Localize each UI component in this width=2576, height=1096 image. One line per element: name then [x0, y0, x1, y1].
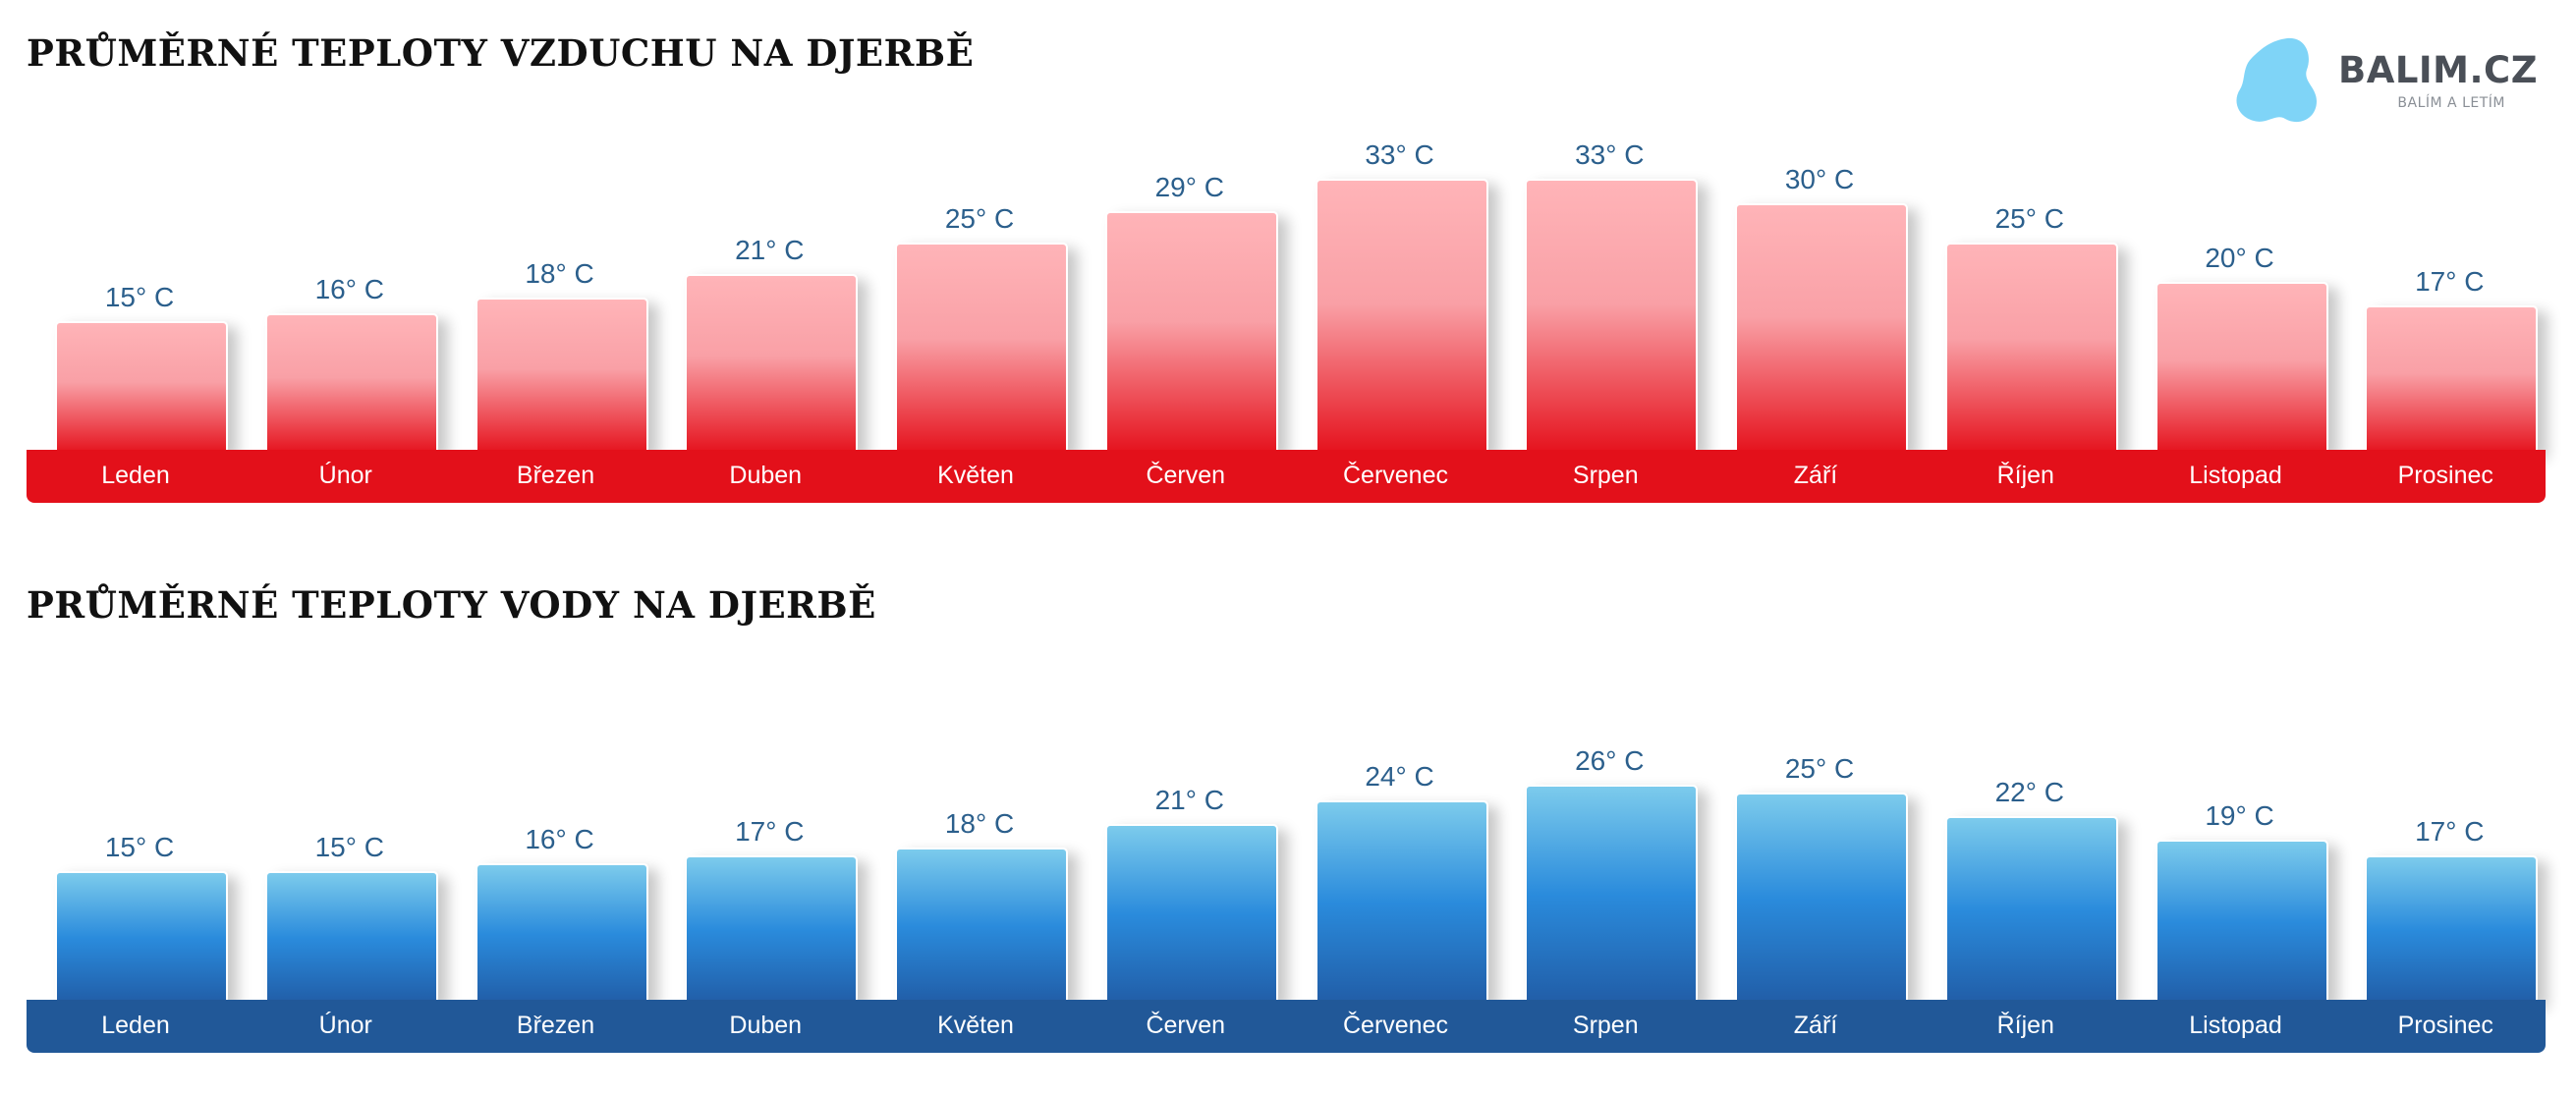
logo-name: BALIM.CZ	[2338, 49, 2539, 91]
water-month-label: Březen	[516, 1012, 595, 1039]
air-value-label: 25° C	[944, 202, 1015, 234]
air-bar-3	[475, 298, 648, 454]
water-bar-8	[1525, 784, 1699, 1004]
water-bar-7	[1315, 799, 1488, 1004]
air-value-label: 17° C	[2415, 266, 2485, 298]
water-value-label: 15° C	[104, 832, 175, 863]
water-bar-10	[1944, 815, 2118, 1004]
water-bar-5	[895, 848, 1068, 1004]
air-temperature-title: PRŮMĚRNÉ TEPLOTY VZDUCHU NA DJERBĚ	[27, 31, 975, 75]
air-bar-6	[1104, 210, 1278, 454]
water-month-label: Únor	[318, 1012, 372, 1039]
air-bar-2	[264, 313, 438, 454]
air-bar-10	[1944, 242, 2118, 454]
blob-logo-icon	[2236, 37, 2317, 123]
water-month-label: Říjen	[1996, 1012, 2054, 1039]
air-month-label: Prosinec	[2397, 462, 2493, 489]
air-value-label: 33° C	[1575, 139, 1645, 171]
water-month-axis	[27, 1000, 2546, 1053]
logo-tagline: BALÍM A LETÍM	[2397, 95, 2505, 111]
water-bar-4	[685, 855, 859, 1004]
water-value-label: 22° C	[1994, 776, 2064, 807]
air-month-label: Květen	[937, 462, 1014, 489]
water-month-label: Červen	[1146, 1012, 1226, 1039]
water-value-label: 16° C	[525, 824, 594, 855]
water-value-label: 17° C	[2415, 816, 2485, 848]
air-month-label: Červenec	[1343, 462, 1448, 489]
balim-logo[interactable]: BALIM.CZ BALÍM A LETÍM	[2230, 34, 2545, 133]
air-month-label: Březen	[516, 462, 595, 489]
air-value-label: 30° C	[1784, 163, 1855, 194]
water-bar-1	[55, 871, 228, 1004]
water-month-label: Duben	[729, 1012, 803, 1039]
air-month-axis	[27, 450, 2546, 503]
water-month-label: Prosinec	[2397, 1012, 2493, 1039]
water-value-label: 18° C	[944, 808, 1015, 840]
air-month-label: Listopad	[2189, 462, 2282, 489]
air-temperature-chart: 15° C Leden 16° C Únor 18° C Březen 21° C Duben…	[0, 137, 2576, 511]
air-value-label: 21° C	[735, 234, 805, 265]
air-bar-1	[55, 321, 228, 454]
air-value-label: 15° C	[104, 282, 175, 313]
water-bar-6	[1104, 823, 1278, 1004]
water-value-label: 24° C	[1365, 760, 1434, 792]
water-value-label: 25° C	[1784, 752, 1855, 784]
air-bar-8	[1525, 179, 1699, 454]
water-temperature-chart: 15° C Leden 15° C Únor 16° C Březen 17° C Duben…	[0, 687, 2576, 1061]
air-month-label: Duben	[729, 462, 803, 489]
water-month-label: Červenec	[1343, 1012, 1448, 1039]
water-month-label: Listopad	[2189, 1012, 2282, 1039]
air-month-label: Červen	[1146, 462, 1226, 489]
air-bar-9	[1735, 202, 1908, 454]
water-month-label: Květen	[937, 1012, 1014, 1039]
air-month-label: Říjen	[1996, 462, 2054, 489]
water-value-label: 15° C	[314, 832, 384, 863]
air-month-label: Srpen	[1572, 462, 1639, 489]
water-month-label: Září	[1793, 1012, 1838, 1039]
water-month-label: Srpen	[1572, 1012, 1639, 1039]
water-bar-12	[2365, 855, 2539, 1004]
air-value-label: 18° C	[525, 258, 594, 290]
air-value-label: 33° C	[1365, 139, 1434, 171]
air-value-label: 16° C	[314, 274, 384, 305]
water-bar-9	[1735, 792, 1908, 1004]
water-value-label: 17° C	[735, 816, 805, 848]
water-bar-3	[475, 863, 648, 1004]
air-month-label: Září	[1793, 462, 1838, 489]
water-value-label: 21° C	[1154, 784, 1224, 815]
air-bar-7	[1315, 179, 1488, 454]
air-bar-4	[685, 273, 859, 454]
air-bar-5	[895, 242, 1068, 454]
water-month-label: Leden	[101, 1012, 170, 1039]
air-value-label: 29° C	[1154, 171, 1224, 202]
water-value-label: 26° C	[1575, 744, 1645, 776]
air-value-label: 20° C	[2205, 243, 2274, 273]
water-value-label: 19° C	[2205, 800, 2274, 832]
air-bar-12	[2365, 305, 2539, 454]
air-month-label: Leden	[101, 462, 170, 489]
air-value-label: 25° C	[1994, 202, 2064, 234]
water-bar-2	[264, 871, 438, 1004]
water-bar-11	[2155, 840, 2328, 1004]
water-temperature-title: PRŮMĚRNÉ TEPLOTY VODY NA DJERBĚ	[27, 583, 876, 627]
air-month-label: Únor	[318, 462, 372, 489]
air-bar-11	[2155, 282, 2328, 454]
